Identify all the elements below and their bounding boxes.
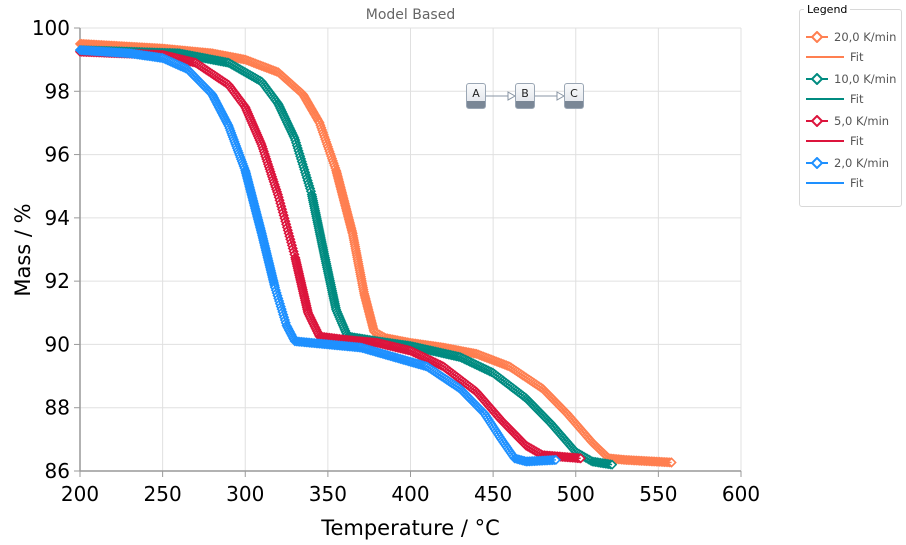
y-tick-label: 92: [45, 269, 70, 293]
arrow-head-icon: [556, 91, 566, 101]
diamond-marker-icon: [806, 157, 828, 169]
chart-title: Model Based: [366, 7, 455, 23]
y-tick-label: 98: [45, 79, 70, 103]
y-axis-label: Mass / %: [11, 203, 35, 296]
legend-fit-label: Fit: [850, 92, 864, 106]
y-tick-label: 100: [32, 16, 70, 40]
fit-line: [79, 50, 581, 460]
fit-line: [79, 43, 672, 464]
fit-line: [79, 49, 556, 463]
diamond-marker-icon: [806, 115, 828, 127]
x-tick-label: 350: [309, 482, 347, 506]
legend-label: 5,0 K/min: [834, 114, 890, 128]
line-icon: [806, 140, 844, 142]
legend-fit-item: Fit: [806, 134, 863, 148]
y-tick-label: 88: [45, 396, 70, 420]
node-a: A: [466, 83, 486, 109]
legend-fit-item: Fit: [806, 92, 863, 106]
series-2: [74, 46, 586, 464]
legend: Legend 20,0 K/min Fit 10,0 K/min Fit 5,0 K…: [799, 3, 902, 207]
legend-label: 10,0 K/min: [834, 72, 897, 86]
line-icon: [806, 98, 844, 100]
legend-fit-label: Fit: [850, 176, 864, 190]
legend-item: 20,0 K/min: [806, 30, 896, 44]
diamond-marker-icon: [806, 73, 828, 85]
node-c: C: [564, 83, 584, 109]
y-tick-label: 96: [45, 143, 70, 167]
y-tick-label: 90: [45, 332, 70, 356]
series-0: [74, 38, 677, 468]
legend-item: 5,0 K/min: [806, 114, 889, 128]
legend-label: 20,0 K/min: [834, 30, 897, 44]
x-tick-label: 400: [391, 482, 429, 506]
x-tick-label: 500: [557, 482, 595, 506]
series-1: [74, 45, 618, 470]
x-tick-label: 200: [61, 482, 99, 506]
x-tick-label: 250: [144, 482, 182, 506]
y-tick-label: 86: [45, 459, 70, 483]
series-3: [74, 45, 562, 467]
legend-label: 2,0 K/min: [834, 156, 890, 170]
diamond-marker-icon: [806, 31, 828, 43]
line-icon: [806, 56, 844, 58]
legend-fit-label: Fit: [850, 50, 864, 64]
legend-item: 2,0 K/min: [806, 156, 889, 170]
node-b: B: [515, 83, 535, 109]
legend-fit-label: Fit: [850, 134, 864, 148]
x-tick-label: 550: [639, 482, 677, 506]
x-axis-label: Temperature / °C: [320, 516, 500, 540]
data-point-marker: [575, 453, 586, 464]
arrow-head-icon: [507, 91, 517, 101]
legend-item: 10,0 K/min: [806, 72, 896, 86]
x-tick-label: 300: [226, 482, 264, 506]
legend-title: Legend: [804, 3, 851, 16]
legend-fit-item: Fit: [806, 176, 863, 190]
line-icon: [806, 182, 844, 184]
x-tick-label: 600: [722, 482, 760, 506]
x-tick-label: 450: [474, 482, 512, 506]
y-tick-label: 94: [45, 206, 70, 230]
legend-fit-item: Fit: [806, 50, 863, 64]
